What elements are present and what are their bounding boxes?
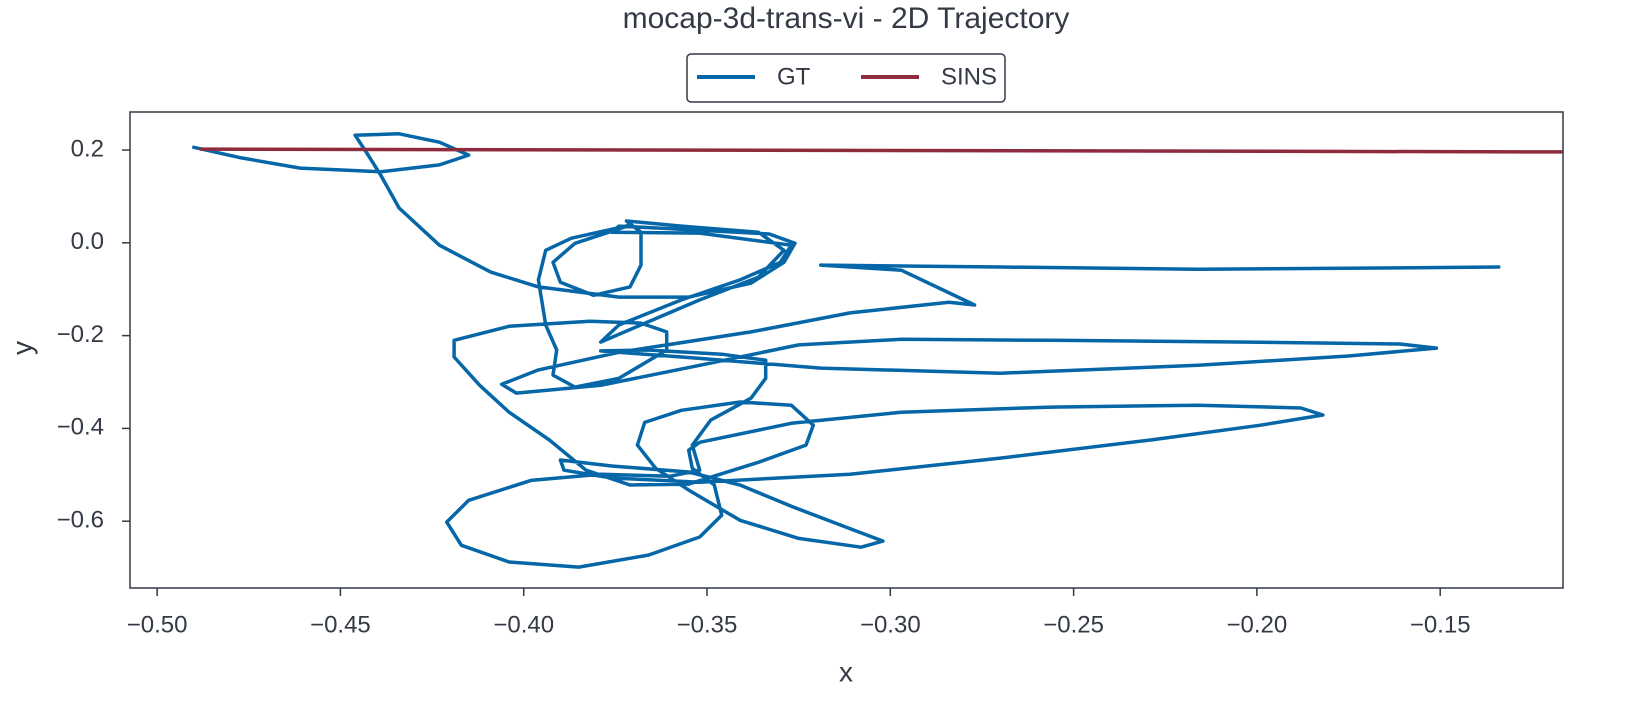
x-tick-label: −0.40 bbox=[493, 611, 554, 638]
x-tick-label: −0.50 bbox=[127, 611, 188, 638]
axes-frame bbox=[129, 111, 1564, 589]
y-tick-label: 0.2 bbox=[71, 135, 104, 162]
series-line bbox=[199, 147, 1563, 154]
legend: GT SINS bbox=[686, 53, 1006, 103]
y-tick-label: −0.6 bbox=[57, 507, 104, 534]
y-tick-label: −0.2 bbox=[57, 321, 104, 348]
legend-frame bbox=[686, 53, 1006, 103]
x-tick-label: −0.20 bbox=[1227, 611, 1288, 638]
x-tick-label: −0.35 bbox=[677, 611, 738, 638]
chart-title: mocap-3d-trans-vi - 2D Trajectory bbox=[623, 2, 1070, 35]
x-tick-label: −0.45 bbox=[310, 611, 371, 638]
x-tick-label: −0.15 bbox=[1410, 611, 1471, 638]
y-tick-label: 0.0 bbox=[71, 228, 104, 255]
x-axis-label: x bbox=[839, 656, 853, 687]
legend-label: SINS bbox=[941, 63, 997, 90]
x-tick-label: −0.30 bbox=[860, 611, 921, 638]
plot-area bbox=[192, 132, 1563, 569]
series-line bbox=[192, 132, 1501, 569]
x-tick-label: −0.25 bbox=[1043, 611, 1104, 638]
y-axis-label: y bbox=[6, 341, 37, 355]
legend-label: GT bbox=[777, 63, 811, 90]
y-tick-label: −0.4 bbox=[57, 414, 104, 441]
